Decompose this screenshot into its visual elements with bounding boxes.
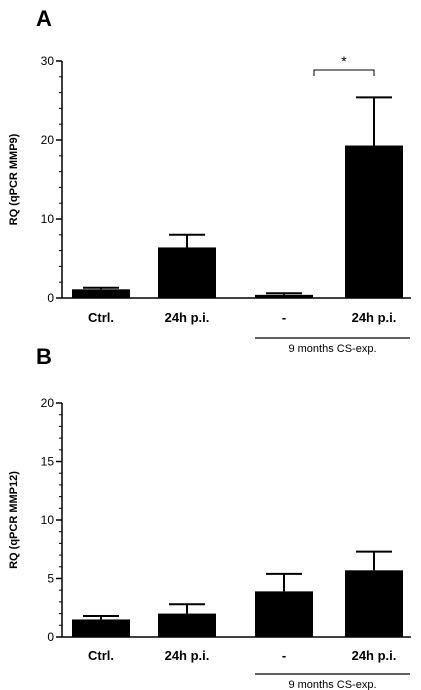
y-axis-label: RQ (qPCR MMP9): [8, 133, 20, 225]
bar: [345, 145, 403, 298]
y-tick-label: 20: [41, 396, 55, 410]
x-tick-label: -: [282, 648, 286, 663]
significance-bracket: [313, 69, 375, 76]
panel-b: B RQ (qPCR MMP12) 0 5 10 15 20 Ctrl. 24h p.i. - 24…: [8, 344, 411, 690]
y-tick-label: 15: [41, 455, 55, 469]
significance-marker: *: [341, 53, 347, 69]
group-label: 9 months CS-exp.: [288, 679, 376, 690]
bar: [158, 613, 216, 637]
group-label: 9 months CS-exp.: [288, 343, 376, 355]
y-tick-label: 5: [47, 572, 54, 586]
panel-letter: A: [36, 6, 52, 31]
bar: [255, 591, 313, 637]
x-tick-label: Ctrl.: [88, 310, 114, 325]
x-tick-label: 24h p.i.: [352, 310, 397, 325]
y-axis-label: RQ (qPCR MMP12): [8, 471, 20, 569]
x-tick-label: 24h p.i.: [165, 310, 210, 325]
bar: [158, 247, 216, 298]
bar: [345, 570, 403, 637]
y-tick-label: 10: [41, 513, 55, 527]
x-tick-label: -: [282, 310, 286, 325]
bar: [72, 289, 130, 298]
panel-a: A RQ (qPCR MMP9) 0 10 20 30 Ctrl. 24h p.i. - 24h …: [8, 6, 411, 355]
bar: [72, 619, 130, 637]
bar: [255, 294, 313, 298]
x-tick-label: Ctrl.: [88, 648, 114, 663]
y-tick-label: 0: [47, 291, 54, 305]
y-tick-label: 10: [41, 212, 55, 226]
y-tick-label: 0: [47, 630, 54, 644]
x-tick-label: 24h p.i.: [352, 648, 397, 663]
x-tick-label: 24h p.i.: [165, 648, 210, 663]
y-tick-label: 20: [41, 133, 55, 147]
y-tick-label: 30: [41, 54, 55, 68]
panel-letter: B: [36, 344, 52, 369]
